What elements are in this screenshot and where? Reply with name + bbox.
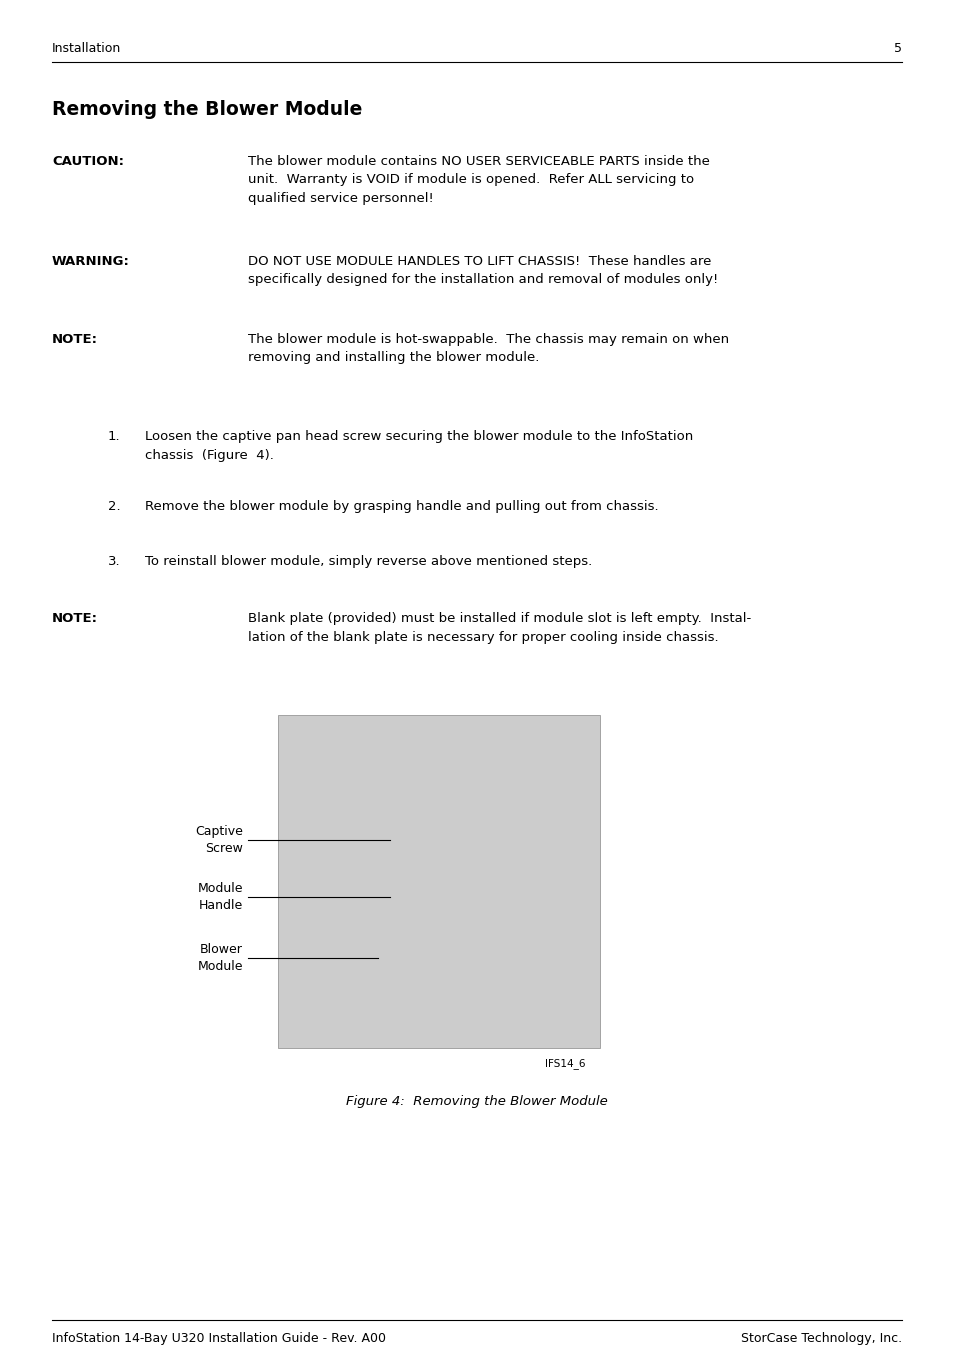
- Text: 1.: 1.: [108, 430, 120, 444]
- Text: NOTE:: NOTE:: [52, 612, 98, 626]
- Text: Removing the Blower Module: Removing the Blower Module: [52, 100, 362, 119]
- Bar: [277, 715, 599, 1049]
- Text: 2.: 2.: [108, 500, 120, 513]
- Text: The blower module is hot-swappable.  The chassis may remain on when
removing and: The blower module is hot-swappable. The …: [248, 333, 728, 364]
- Text: Loosen the captive pan head screw securing the blower module to the InfoStation
: Loosen the captive pan head screw securi…: [145, 430, 693, 461]
- Text: Figure 4:  Removing the Blower Module: Figure 4: Removing the Blower Module: [346, 1095, 607, 1108]
- Text: 5: 5: [893, 42, 901, 55]
- Text: IFS14_6: IFS14_6: [544, 1058, 585, 1069]
- Text: Captive
Screw: Captive Screw: [195, 826, 243, 856]
- Text: DO NOT USE MODULE HANDLES TO LIFT CHASSIS!  These handles are
specifically desig: DO NOT USE MODULE HANDLES TO LIFT CHASSI…: [248, 255, 718, 286]
- Text: To reinstall blower module, simply reverse above mentioned steps.: To reinstall blower module, simply rever…: [145, 554, 592, 568]
- Text: Blower
Module: Blower Module: [197, 943, 243, 973]
- Text: Blank plate (provided) must be installed if module slot is left empty.  Instal-
: Blank plate (provided) must be installed…: [248, 612, 750, 643]
- Text: CAUTION:: CAUTION:: [52, 155, 124, 168]
- Text: 3.: 3.: [108, 554, 120, 568]
- Text: Module
Handle: Module Handle: [197, 882, 243, 912]
- Text: Remove the blower module by grasping handle and pulling out from chassis.: Remove the blower module by grasping han…: [145, 500, 658, 513]
- Text: WARNING:: WARNING:: [52, 255, 130, 268]
- Text: The blower module contains NO USER SERVICEABLE PARTS inside the
unit.  Warranty : The blower module contains NO USER SERVI…: [248, 155, 709, 205]
- Text: InfoStation 14-Bay U320 Installation Guide - Rev. A00: InfoStation 14-Bay U320 Installation Gui…: [52, 1332, 386, 1344]
- Text: StorCase Technology, Inc.: StorCase Technology, Inc.: [740, 1332, 901, 1344]
- Text: NOTE:: NOTE:: [52, 333, 98, 346]
- Text: Installation: Installation: [52, 42, 121, 55]
